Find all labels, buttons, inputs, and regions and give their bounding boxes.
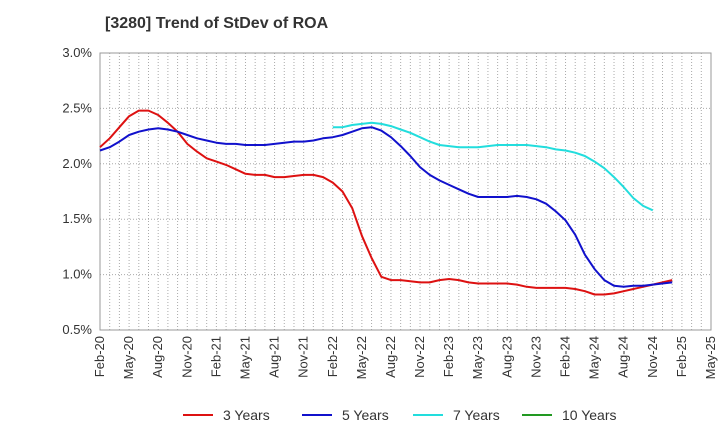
legend-label: 7 Years <box>453 407 500 423</box>
plot-area <box>99 52 712 331</box>
x-tick-label: Aug-24 <box>616 336 631 378</box>
x-axis: Feb-20 May-20 Aug-20 Nov-20 Feb-21 May-21 Aug-… <box>92 336 718 379</box>
y-tick-label: 2.0% <box>62 156 92 171</box>
y-tick-label: 1.0% <box>62 267 92 282</box>
x-tick-label: Feb-20 <box>92 336 107 377</box>
x-tick-label: Feb-25 <box>674 336 689 377</box>
x-tick-label: Feb-23 <box>441 336 456 377</box>
y-tick-label: 1.5% <box>62 211 92 226</box>
y-tick-label: 3.0% <box>62 45 92 60</box>
y-tick-label: 0.5% <box>62 322 92 337</box>
x-tick-label: Aug-23 <box>499 336 514 378</box>
x-tick-label: Feb-24 <box>558 336 573 377</box>
x-tick-label: Nov-21 <box>296 336 311 378</box>
x-tick-label: Feb-22 <box>325 336 340 377</box>
legend-label: 3 Years <box>223 407 270 423</box>
x-tick-label: May-22 <box>354 336 369 379</box>
grid <box>100 52 711 331</box>
x-tick-label: May-24 <box>587 336 602 379</box>
x-tick-label: Nov-23 <box>528 336 543 378</box>
x-tick-label: Aug-20 <box>150 336 165 378</box>
series-lines <box>99 109 673 296</box>
x-tick-label: Aug-22 <box>383 336 398 378</box>
x-tick-label: Nov-20 <box>179 336 194 378</box>
x-tick-label: Aug-21 <box>267 336 282 378</box>
legend-label: 5 Years <box>342 407 389 423</box>
series-line <box>99 126 673 288</box>
series-line <box>332 121 654 212</box>
chart-title: [3280] Trend of StDev of ROA <box>105 15 329 32</box>
legend: 3 Years 5 Years 7 Years 10 Years <box>183 407 617 423</box>
x-tick-label: Feb-21 <box>208 336 223 377</box>
series-line <box>99 109 673 296</box>
y-tick-label: 2.5% <box>62 100 92 115</box>
x-tick-label: May-21 <box>237 336 252 379</box>
x-tick-label: Nov-22 <box>412 336 427 378</box>
x-tick-label: Nov-24 <box>645 336 660 378</box>
y-axis: 0.5% 1.0% 1.5% 2.0% 2.5% 3.0% <box>62 45 92 337</box>
x-tick-label: May-20 <box>121 336 136 379</box>
x-tick-label: May-23 <box>470 336 485 379</box>
x-tick-label: May-25 <box>703 336 718 379</box>
legend-label: 10 Years <box>562 407 617 423</box>
